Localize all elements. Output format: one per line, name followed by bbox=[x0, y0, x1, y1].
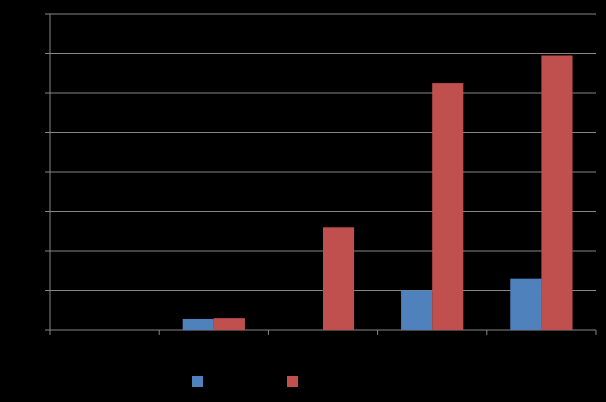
legend-swatch bbox=[192, 376, 203, 387]
bar bbox=[432, 83, 464, 330]
legend-swatch bbox=[287, 376, 298, 387]
bar bbox=[182, 318, 214, 330]
bar bbox=[323, 227, 355, 330]
bar bbox=[510, 278, 542, 330]
bar bbox=[213, 318, 245, 330]
bar bbox=[401, 290, 433, 330]
bar bbox=[541, 55, 573, 330]
